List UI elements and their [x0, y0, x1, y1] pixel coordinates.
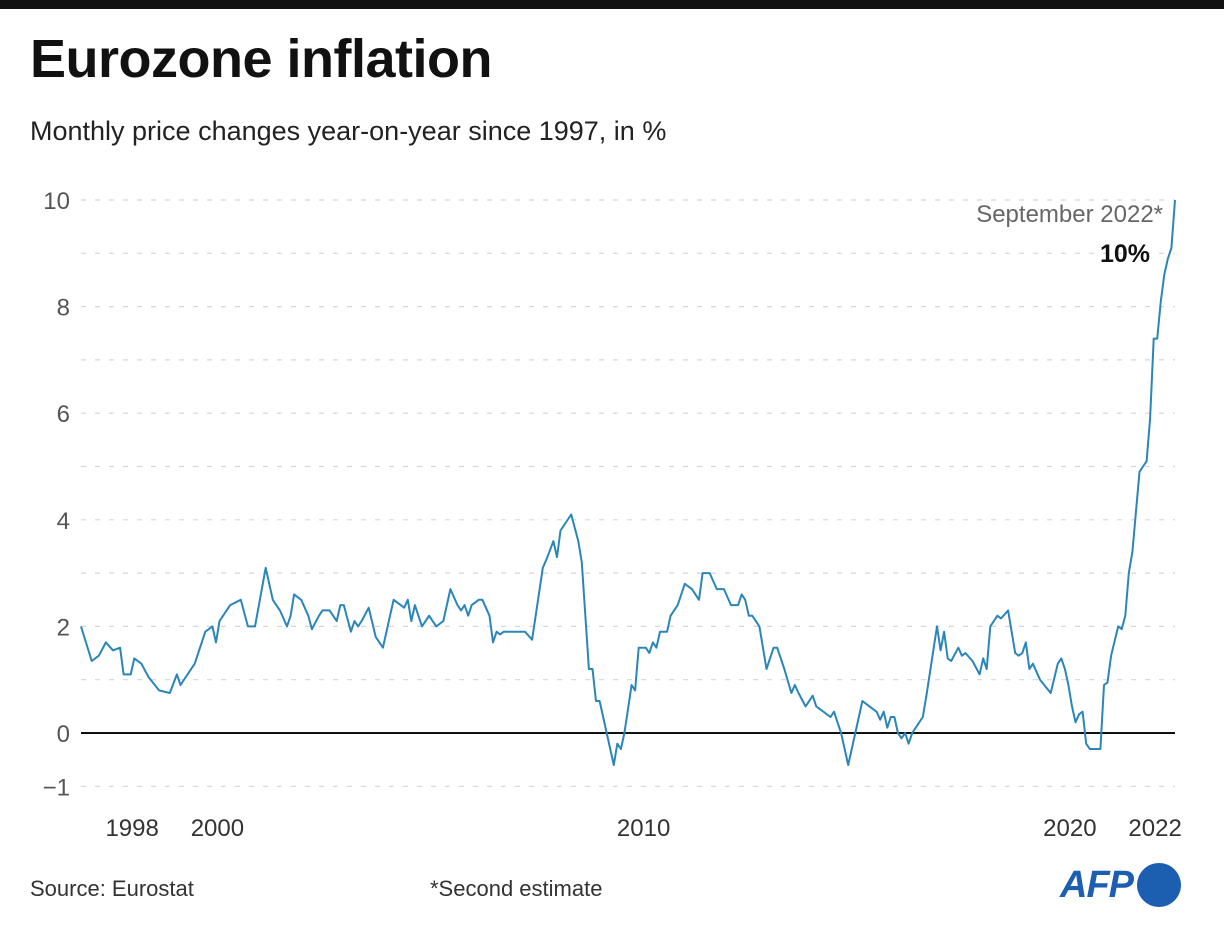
afp-logo: AFP [1060, 860, 1181, 910]
annotation-value: 10% [1100, 240, 1150, 268]
series-points [80, 199, 1176, 766]
chart-title: Eurozone inflation [30, 29, 492, 89]
x-tick-label: 2020 [1043, 815, 1096, 842]
y-tick-label: 8 [57, 295, 70, 322]
source-text: Source: Eurostat [30, 876, 194, 901]
y-tick-label: 6 [57, 401, 70, 428]
y-tick-label: 10 [43, 188, 70, 215]
x-axis: 1998 2000 2010 2020 2022 [105, 815, 1181, 842]
y-tick-label: 2 [57, 614, 70, 641]
y-tick-label: −1 [43, 774, 70, 801]
x-tick-label: 2010 [617, 815, 670, 842]
footnote: *Second estimate [430, 876, 603, 901]
chart-subtitle: Monthly price changes year-on-year since… [30, 116, 667, 146]
top-bar [0, 0, 1224, 9]
x-tick-label: 2000 [191, 815, 244, 842]
y-tick-label: 0 [57, 721, 70, 748]
annotation-date: September 2022* [976, 201, 1163, 228]
y-axis: 10 8 6 4 2 0 −1 [43, 188, 70, 801]
y-tick-label: 4 [57, 508, 70, 535]
logo-circle-icon [1137, 863, 1181, 907]
gridlines [81, 199, 1175, 787]
x-tick-label: 2022 [1128, 815, 1181, 842]
x-tick-label: 1998 [105, 815, 158, 842]
logo-text: AFP [1060, 863, 1134, 906]
